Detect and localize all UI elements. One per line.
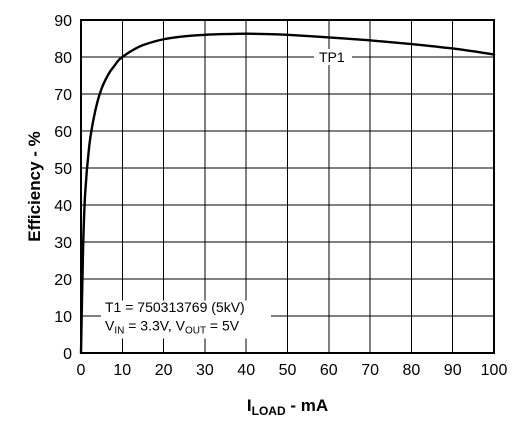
y-tick-label-20: 20 [54, 272, 72, 289]
x-tick-label-10: 10 [113, 362, 131, 379]
annotation-background [101, 300, 271, 339]
x-axis-title-subscript: LOAD [252, 404, 286, 418]
series-label-background [314, 49, 352, 65]
y-tick-label-70: 70 [54, 87, 72, 104]
series-label-tp1: TP1 [319, 49, 345, 65]
x-tick-label-50: 50 [279, 362, 297, 379]
x-tick-label-80: 80 [403, 362, 421, 379]
annotation-transformer: T1 = 750313769 (5kV) [105, 299, 245, 315]
annotation-vin-symbol: V [105, 317, 115, 333]
x-tick-label-30: 30 [196, 362, 214, 379]
y-tick-label-60: 60 [54, 124, 72, 141]
x-axis-title: ILOAD - mA [247, 396, 328, 418]
y-tick-label-80: 80 [54, 50, 72, 67]
annotation-vin-value: = 3.3V, [124, 317, 175, 333]
annotation-voltages: VIN = 3.3V, VOUT = 5V [105, 317, 240, 336]
y-axis-title: Efficiency - % [25, 131, 44, 242]
y-tick-labels: 0 10 20 30 40 50 60 70 80 90 [54, 13, 72, 363]
y-tick-label-50: 50 [54, 161, 72, 178]
x-axis-title-main: I [247, 396, 252, 415]
plot-frame [80, 19, 495, 354]
y-tick-label-30: 30 [54, 235, 72, 252]
y-tick-label-90: 90 [54, 13, 72, 30]
x-tick-label-60: 60 [320, 362, 338, 379]
series-line-tp1 [79, 32, 496, 355]
x-tick-label-70: 70 [361, 362, 379, 379]
y-tick-label-40: 40 [54, 198, 72, 215]
annotation-vout-subscript: OUT [185, 325, 206, 336]
y-tick-label-0: 0 [63, 346, 72, 363]
x-tick-label-20: 20 [155, 362, 173, 379]
x-tick-label-90: 90 [444, 362, 462, 379]
annotation-vout-symbol: V [176, 317, 186, 333]
annotation-vout-value: = 5V [206, 317, 240, 333]
x-tick-labels: 0 10 20 30 40 50 60 70 80 90 100 [77, 362, 508, 379]
y-tick-label-10: 10 [54, 309, 72, 326]
x-axis-title-suffix: - mA [286, 396, 329, 415]
x-tick-label-100: 100 [481, 362, 508, 379]
x-tick-label-40: 40 [237, 362, 255, 379]
annotation-vin-subscript: IN [114, 325, 124, 336]
x-tick-label-0: 0 [77, 362, 86, 379]
